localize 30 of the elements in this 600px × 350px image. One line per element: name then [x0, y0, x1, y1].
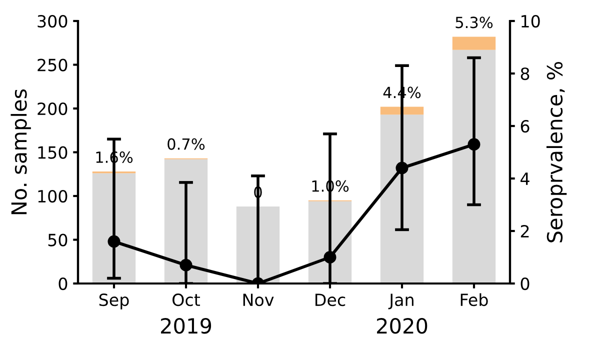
y2-tick-label: 6 — [520, 120, 530, 133]
y-tick-label: 150 — [38, 146, 68, 159]
x-tick-label: Oct — [172, 294, 200, 306]
y2-tick-label: 10 — [522, 14, 540, 28]
y-tick-label: 200 — [38, 102, 68, 116]
bar — [452, 50, 496, 284]
x-tick-label: Nov — [243, 294, 274, 306]
y-axis-title: No. samples — [10, 89, 31, 214]
bar — [380, 114, 424, 284]
text: 2019 — [161, 318, 212, 334]
y-tick-label: 250 — [38, 58, 68, 72]
y2-axis-title: Seroprvalence, % — [546, 62, 567, 242]
y2-tick-label: 0 — [520, 277, 530, 290]
y-tick-label: 50 — [48, 234, 68, 246]
annotation: 0.7% — [168, 138, 205, 150]
y-tick-label: 0 — [58, 277, 68, 290]
bar — [452, 36, 496, 50]
y-tick-label: 300 — [38, 14, 68, 28]
annotation: 5.3% — [456, 16, 493, 28]
bar — [92, 173, 136, 284]
y2-tick-label: 8 — [520, 67, 530, 80]
y2-tick-label: 4 — [520, 172, 530, 185]
x-tick-label: Feb — [460, 293, 488, 306]
x-tick-label: Sep — [99, 294, 129, 310]
text: 2020 — [377, 318, 428, 334]
x-tick-label: Jan — [388, 294, 414, 310]
bar — [236, 206, 280, 284]
y2-tick-label: 2 — [520, 224, 529, 238]
x-tick-label: Dec — [316, 294, 346, 306]
y-tick-label: 100 — [38, 190, 68, 203]
